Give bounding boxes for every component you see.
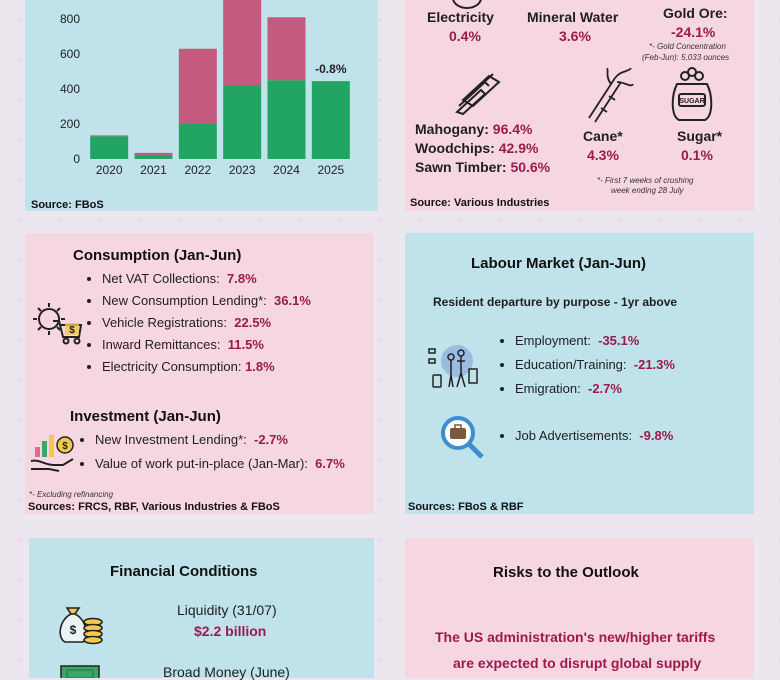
- labour-market-panel: Labour Market (Jan-Jun) Resident departu…: [405, 233, 754, 514]
- risks-title: Risks to the Outlook: [493, 564, 639, 581]
- sawn-timber-row: Sawn Timber: 50.6%: [415, 159, 550, 175]
- cane-value: 4.3%: [587, 147, 619, 163]
- svg-text:$: $: [70, 623, 77, 637]
- liquidity-label: Liquidity (31/07): [177, 602, 277, 618]
- mineral-water-label: Mineral Water: [527, 9, 619, 25]
- sugar-bag-text: SUGAR: [679, 98, 704, 105]
- x-tick-label: 2022: [184, 163, 211, 177]
- risks-line-1: The US administration's new/higher tarif…: [435, 629, 716, 645]
- mahogany-label: Mahogany:: [415, 121, 489, 137]
- bar-annotation: -0.8%: [315, 62, 347, 76]
- svg-text:$: $: [62, 441, 68, 452]
- crushing-note-2: week ending 28 July: [611, 186, 684, 195]
- sugar-value: 0.1%: [681, 147, 713, 163]
- sugarcane-icon: [588, 68, 634, 123]
- bar-2024: [267, 17, 306, 81]
- x-tick-label: 2024: [273, 163, 300, 177]
- labour-title: Labour Market (Jan-Jun): [471, 255, 647, 272]
- crushing-note-1: *- First 7 weeks of crushing: [597, 176, 694, 185]
- bar-2020: [90, 135, 129, 137]
- gold-note-2: (Feb-Jun): 5,033 ounces: [642, 53, 730, 62]
- mineral-water-value: 3.6%: [559, 28, 591, 44]
- financial-title: Financial Conditions: [110, 563, 258, 580]
- consumption-source: Sources: FRCS, RBF, Various Industries &…: [28, 501, 280, 513]
- bar-2021: [134, 155, 173, 159]
- broad-money-label: Broad Money (June): [163, 664, 290, 680]
- woodchips-row: Woodchips: 42.9%: [415, 140, 538, 156]
- y-tick-label: 0: [73, 152, 80, 166]
- consumption-title: Consumption (Jan-Jun): [73, 247, 242, 264]
- woodchips-value: 42.9%: [498, 140, 539, 156]
- consumption-list: Net VAT Collections: 7.8% New Consumptio…: [82, 268, 311, 378]
- sawn-timber-label: Sawn Timber:: [415, 159, 507, 175]
- labour-source: Sources: FBoS & RBF: [408, 501, 524, 513]
- risks-line-2: are expected to disrupt global supply: [453, 655, 702, 671]
- mahogany-value: 96.4%: [492, 121, 533, 137]
- y-tick-label: 600: [60, 47, 80, 61]
- woodchips-label: Woodchips:: [415, 140, 495, 156]
- bar-2022: [178, 124, 217, 159]
- job-search-icon: [441, 416, 484, 459]
- timber-icon: [455, 73, 501, 116]
- list-item: Vehicle Registrations: 22.5%: [102, 312, 311, 334]
- bar-2023: [223, 0, 262, 86]
- bar-2024: [267, 80, 306, 159]
- mahogany-row: Mahogany: 96.4%: [415, 121, 532, 137]
- job-ads-list: Job Advertisements: -9.8%: [495, 425, 673, 447]
- bar-2022: [178, 48, 217, 124]
- labour-subtitle: Resident departure by purpose - 1yr abov…: [433, 295, 678, 309]
- gear-shopping-cart-icon: $: [33, 303, 83, 345]
- list-item: Electricity Consumption: 1.8%: [102, 356, 311, 378]
- y-tick-label: 200: [60, 117, 80, 131]
- labour-list: Employment: -35.1% Education/Training: -…: [495, 329, 675, 401]
- list-item: Employment: -35.1%: [515, 329, 675, 353]
- money-bag-coins-icon: $: [59, 607, 103, 645]
- sugar-bag-icon: SUGAR: [671, 67, 713, 121]
- industries-source: Source: Various Industries: [410, 197, 550, 209]
- bar-2023: [223, 85, 262, 159]
- industries-panel: Electricity 0.4% Mineral Water 3.6% Gold…: [405, 0, 754, 211]
- list-item: New Consumption Lending*: 36.1%: [102, 290, 311, 312]
- investment-title: Investment (Jan-Jun): [70, 408, 221, 425]
- sugar-label: Sugar*: [677, 128, 723, 144]
- risks-panel: Risks to the Outlook The US administrati…: [405, 538, 754, 678]
- list-item: Net VAT Collections: 7.8%: [102, 268, 311, 290]
- svg-text:$: $: [69, 325, 75, 336]
- cane-label: Cane*: [583, 128, 623, 144]
- investment-growth-icon: $: [30, 435, 74, 472]
- electricity-icon: [452, 0, 482, 9]
- x-tick-label: 2023: [229, 163, 256, 177]
- list-item: Job Advertisements: -9.8%: [515, 425, 673, 447]
- bar-2025: [311, 81, 350, 159]
- y-tick-label: 400: [60, 82, 80, 96]
- bar-2021: [134, 152, 173, 156]
- electricity-label: Electricity: [427, 9, 494, 25]
- gold-label: Gold Ore:: [663, 5, 728, 21]
- liquidity-value: $2.2 billion: [194, 623, 267, 639]
- x-tick-label: 2025: [317, 163, 344, 177]
- list-item: Value of work put-in-place (Jan-Mar): 6.…: [95, 452, 345, 476]
- gold-value: -24.1%: [671, 24, 716, 40]
- sawn-timber-value: 50.6%: [510, 159, 551, 175]
- bar-2020: [90, 136, 129, 159]
- electricity-value: 0.4%: [449, 28, 481, 44]
- chart-panel: 0 200 400 600 800 2020 2021 2022 2023 2024 2025 -0.…: [25, 0, 378, 211]
- bar-chart: 0 200 400 600 800 2020 2021 2022 2023 2024 2025 -0.…: [60, 0, 350, 177]
- consumption-investment-panel: Consumption (Jan-Jun) $ Net VAT Collecti…: [25, 233, 374, 514]
- list-item: Inward Remittances: 11.5%: [102, 334, 311, 356]
- refinancing-footnote: *- Excluding refinancing: [29, 490, 114, 499]
- financial-conditions-panel: Financial Conditions $ Liquidity (31/07)…: [29, 538, 374, 680]
- banknotes-icon: [60, 665, 100, 678]
- travellers-icon: [428, 345, 478, 388]
- list-item: Education/Training: -21.3%: [515, 353, 675, 377]
- x-tick-label: 2020: [96, 163, 123, 177]
- x-tick-label: 2021: [140, 163, 167, 177]
- investment-list: New Investment Lending*: -2.7% Value of …: [75, 428, 345, 476]
- chart-source: Source: FBoS: [31, 199, 104, 211]
- list-item: New Investment Lending*: -2.7%: [95, 428, 345, 452]
- gold-note-1: *- Gold Concentration: [649, 42, 726, 51]
- list-item: Emigration: -2.7%: [515, 377, 675, 401]
- y-tick-label: 800: [60, 12, 80, 26]
